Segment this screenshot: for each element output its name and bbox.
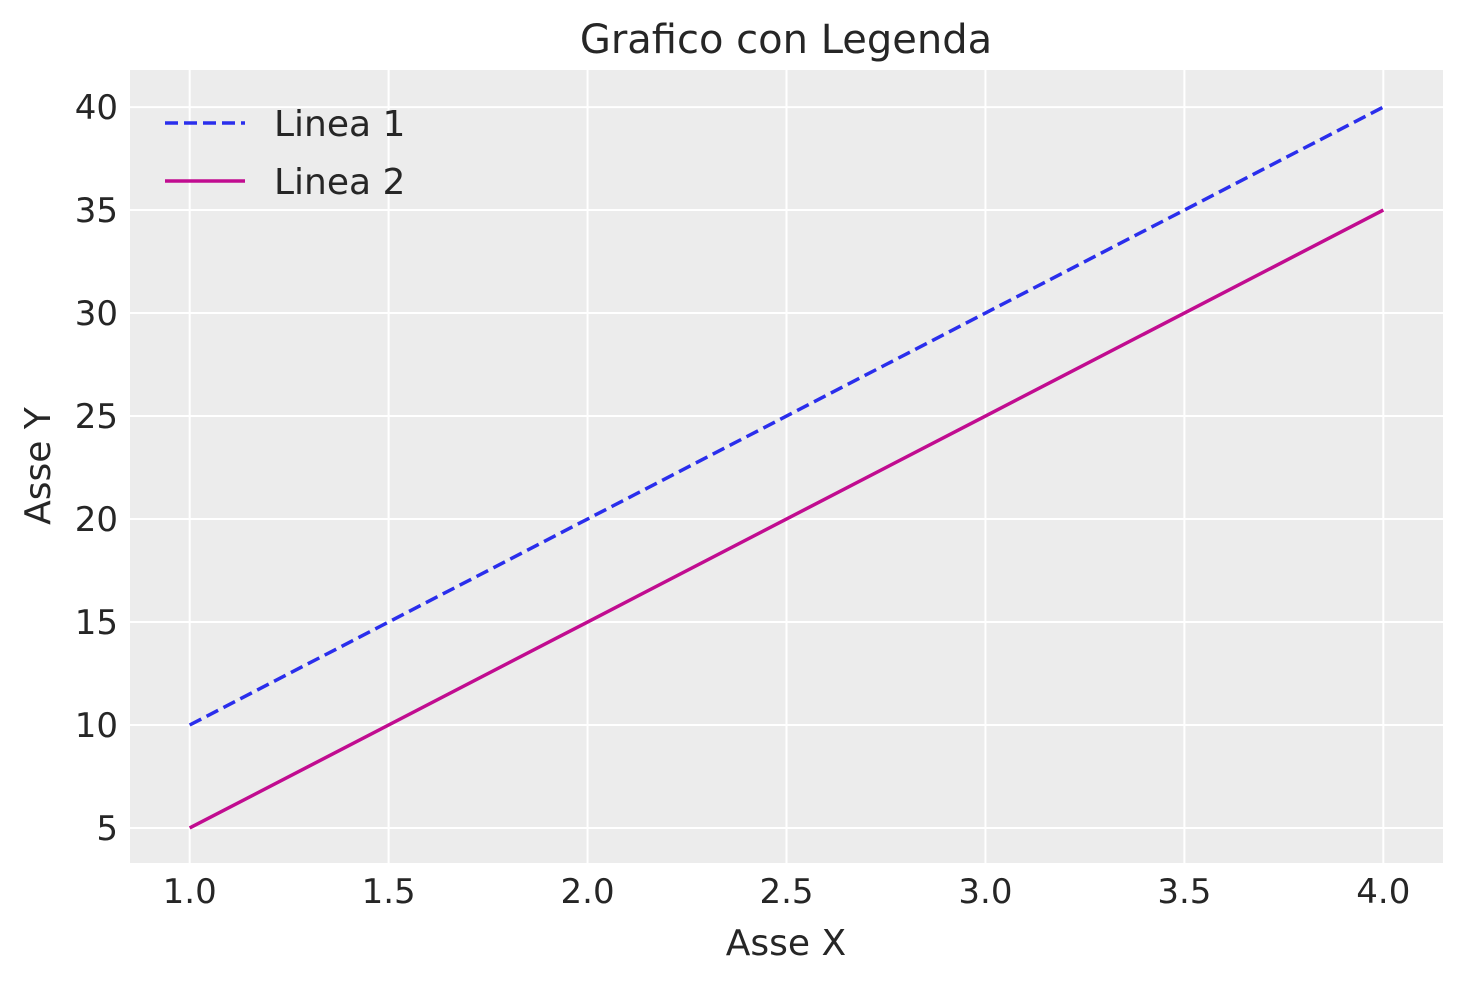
x-tick-label: 2.0 <box>561 872 615 912</box>
x-axis-ticks: 1.0 1.5 2.0 2.5 3.0 3.5 4.0 <box>163 872 1411 912</box>
legend-item-2: Linea 2 <box>165 162 405 203</box>
y-tick-label: 30 <box>75 294 118 334</box>
y-tick-label: 5 <box>96 809 118 849</box>
legend-label: Linea 2 <box>274 162 405 203</box>
y-tick-label: 10 <box>75 706 118 746</box>
series-line-2 <box>188 208 1385 830</box>
x-tick-label: 3.0 <box>958 872 1012 912</box>
y-tick-label: 25 <box>75 397 118 437</box>
y-tick-label: 15 <box>75 603 118 643</box>
x-tick-label: 4.0 <box>1356 872 1410 912</box>
x-tick-label: 3.5 <box>1157 872 1211 912</box>
x-tick-label: 1.0 <box>163 872 217 912</box>
x-tick-label: 2.5 <box>759 872 813 912</box>
y-tick-label: 40 <box>75 88 118 128</box>
series-layer <box>188 105 1385 830</box>
y-tick-label: 35 <box>75 191 118 231</box>
x-tick-label: 1.5 <box>362 872 416 912</box>
chart-title: Grafico con Legenda <box>580 17 992 63</box>
x-axis-label: Asse X <box>726 923 846 964</box>
series-line-1 <box>188 105 1385 727</box>
y-axis-label: Asse Y <box>18 406 59 525</box>
y-tick-label: 20 <box>75 500 118 540</box>
legend-item-1: Linea 1 <box>165 104 405 145</box>
y-axis-ticks: 5 10 15 20 25 30 35 40 <box>75 88 118 849</box>
legend-label: Linea 1 <box>274 104 405 145</box>
legend: Linea 1 Linea 2 <box>165 104 405 203</box>
